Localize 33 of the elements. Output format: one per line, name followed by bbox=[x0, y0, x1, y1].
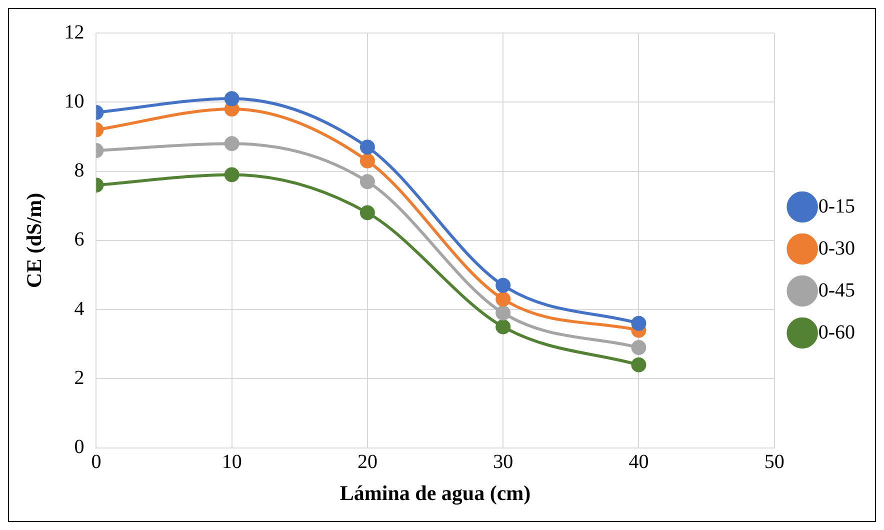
point bbox=[360, 174, 375, 190]
point bbox=[496, 319, 511, 334]
x-tick-label: 50 bbox=[764, 451, 784, 474]
x-tick-label: 10 bbox=[222, 451, 242, 474]
x-tick-label: 20 bbox=[357, 451, 378, 474]
point bbox=[496, 305, 511, 320]
legend-label: 0-60 bbox=[818, 321, 856, 344]
point bbox=[360, 140, 375, 155]
y-axis-title: CE (dS/m) bbox=[22, 192, 46, 288]
point bbox=[360, 153, 375, 168]
point bbox=[631, 316, 646, 331]
x-tick-label: 40 bbox=[628, 451, 649, 474]
point bbox=[224, 136, 240, 152]
legend-label: 0-30 bbox=[818, 237, 856, 260]
point bbox=[224, 91, 240, 106]
y-tick-label: 4 bbox=[74, 298, 84, 320]
y-tick-label: 6 bbox=[74, 228, 84, 251]
y-tick-label: 10 bbox=[64, 90, 84, 112]
point bbox=[631, 340, 646, 356]
point bbox=[631, 357, 646, 372]
point bbox=[224, 167, 240, 182]
y-tick-label: 0 bbox=[74, 436, 84, 458]
point bbox=[496, 292, 511, 307]
y-tick-label: 8 bbox=[74, 160, 84, 182]
x-axis-title: Lámina de agua (cm) bbox=[340, 480, 531, 505]
y-tick-label: 2 bbox=[74, 366, 84, 389]
point bbox=[360, 205, 375, 220]
point bbox=[496, 278, 511, 293]
x-tick-label: 30 bbox=[493, 451, 514, 474]
x-tick-label: 0 bbox=[91, 451, 102, 474]
y-tick-label: 12 bbox=[64, 21, 84, 44]
legend-label: 0-45 bbox=[818, 279, 856, 302]
legend-label: 0-15 bbox=[818, 195, 856, 218]
